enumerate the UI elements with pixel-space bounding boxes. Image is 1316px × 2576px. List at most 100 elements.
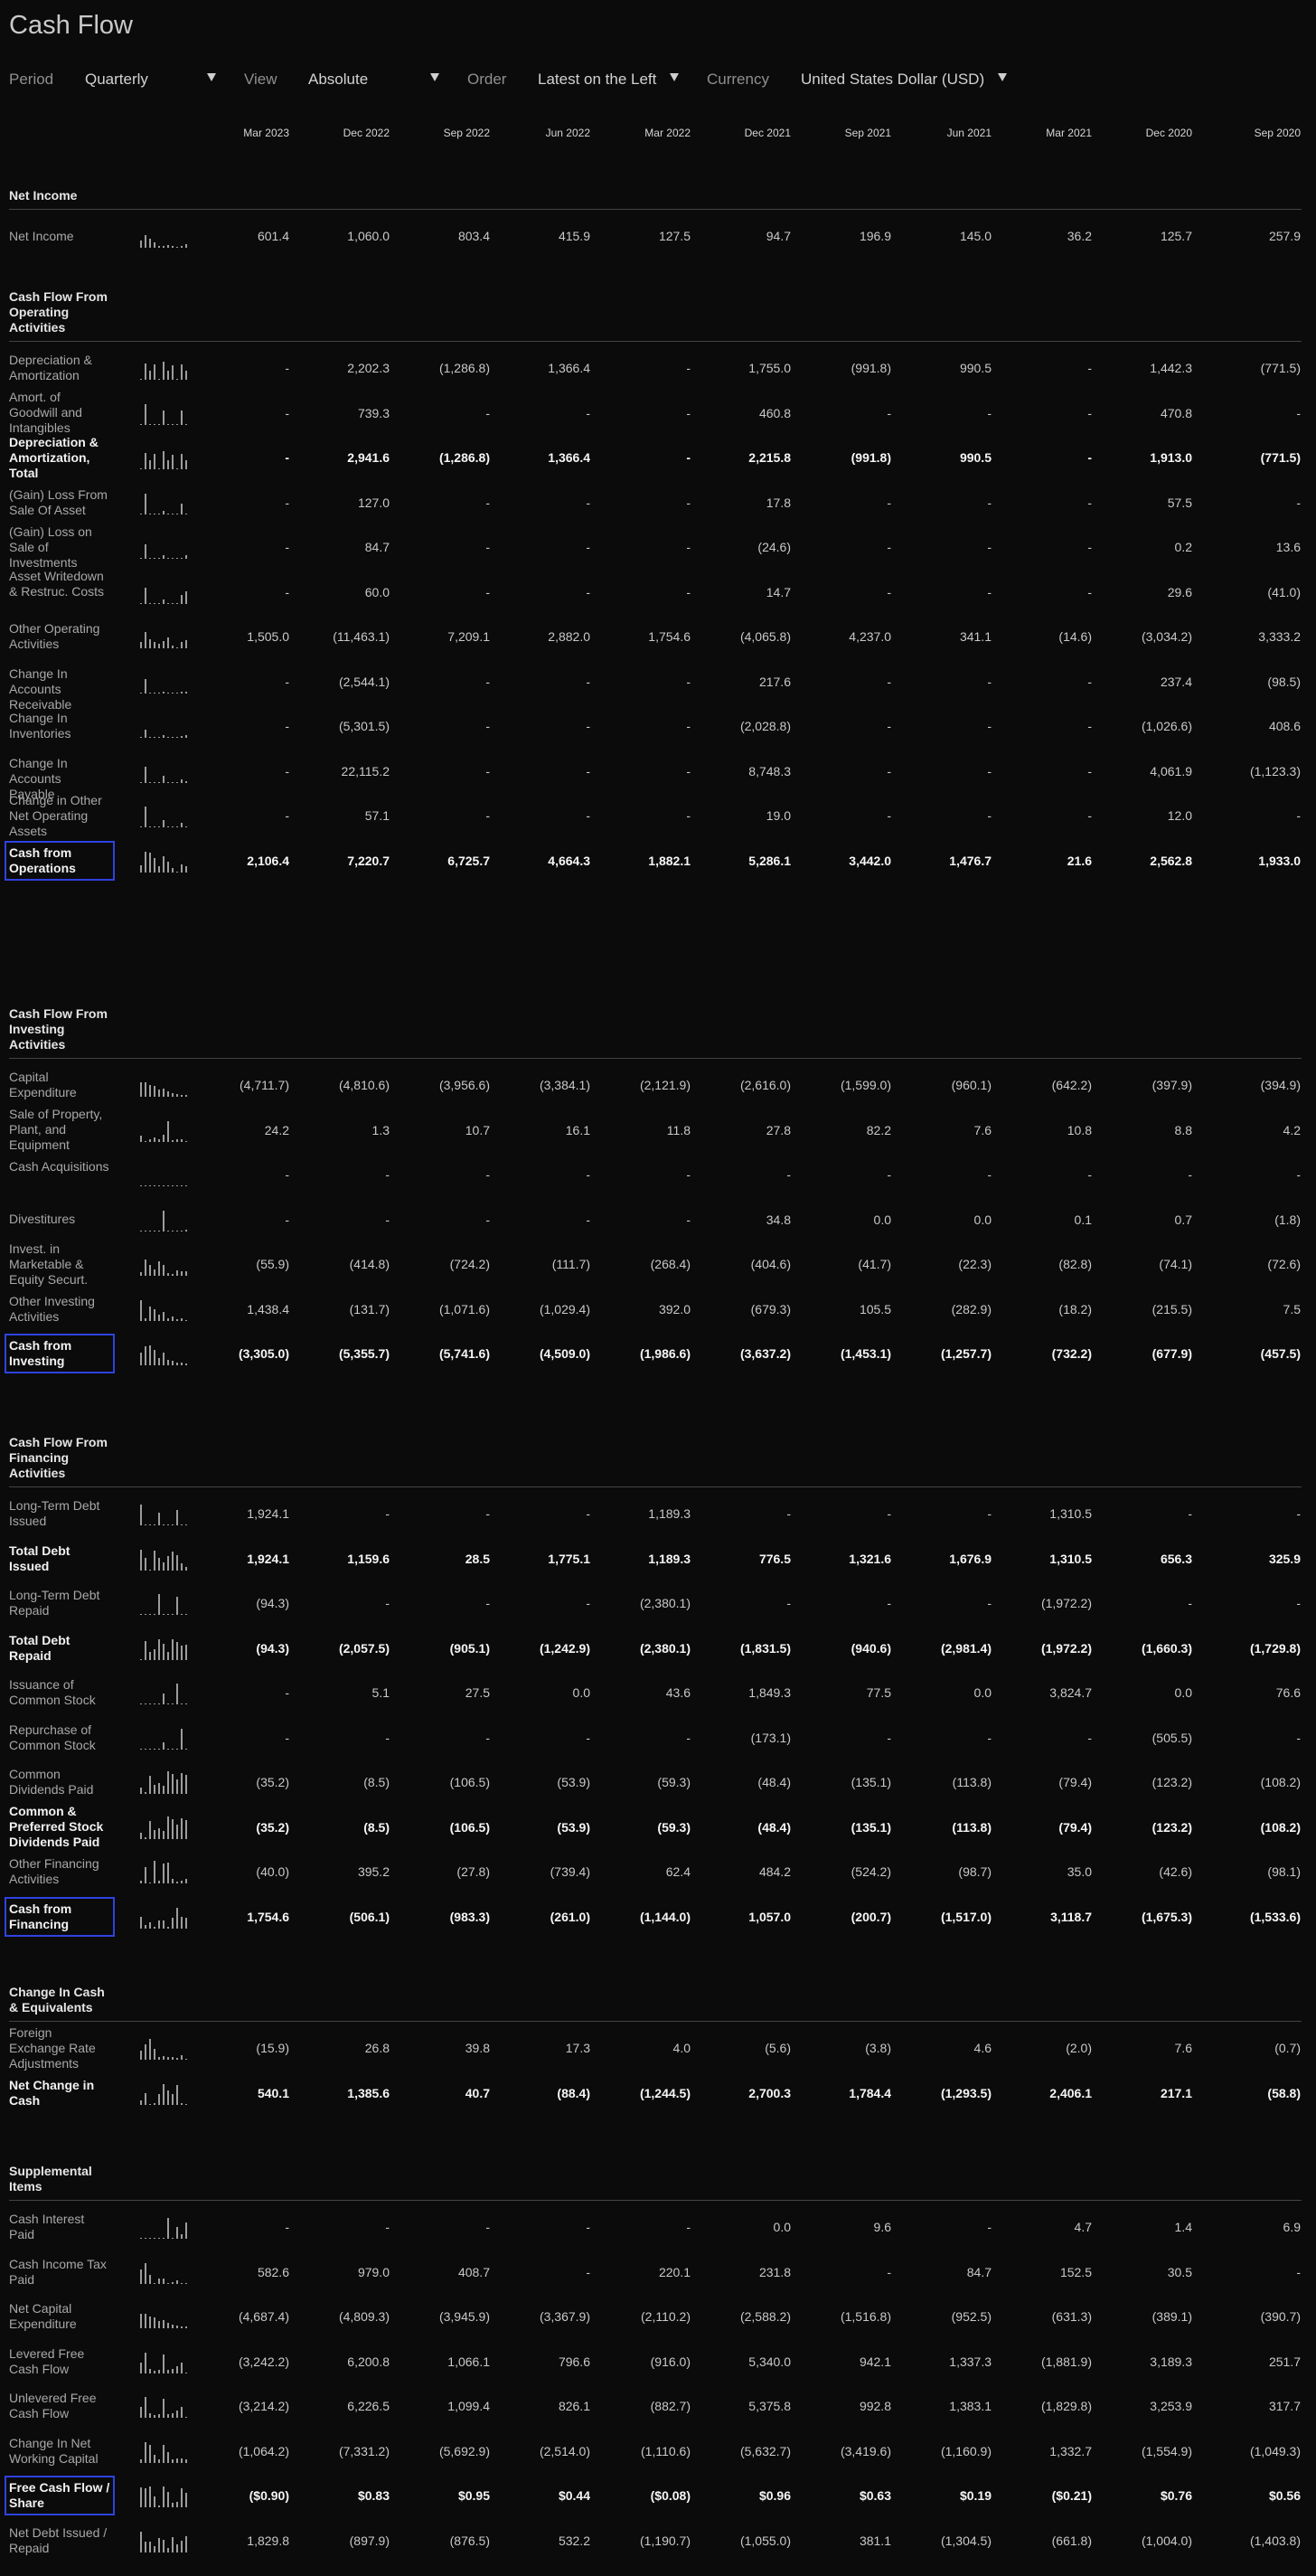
column-header: Jun 2021: [946, 127, 992, 139]
value-cell: -: [887, 405, 891, 420]
sparkline-bar: [149, 1138, 151, 1142]
sparkline-bar: [158, 1513, 160, 1525]
sparkline-bar: [158, 1594, 160, 1615]
column-header: Sep 2020: [1254, 127, 1301, 139]
sparkline-bar: [181, 2458, 183, 2463]
row-label[interactable]: Net Capital Expenditure: [9, 2301, 77, 2331]
value-cell: (991.8): [851, 361, 891, 375]
order-dropdown[interactable]: Latest on the Left: [538, 71, 657, 88]
value-cell: 1,829.8: [247, 2533, 289, 2548]
sparkline-bar: [172, 1274, 174, 1276]
row-label[interactable]: Cash Income Tax Paid: [9, 2256, 107, 2287]
row-label[interactable]: Divestitures: [9, 1212, 76, 1226]
row-label[interactable]: Total Debt Issued: [9, 1543, 70, 1573]
row-label[interactable]: (Gain) Loss From Sale Of Asset: [9, 486, 108, 517]
column-header: Sep 2021: [844, 127, 891, 139]
sparkline-bar: [145, 1614, 146, 1615]
row-label[interactable]: Invest. in Marketable & Equity Securt.: [9, 1241, 89, 1287]
value-cell: (5,301.5): [338, 719, 390, 733]
row-label[interactable]: Cash from Operations: [5, 840, 115, 881]
sparkline-bar: [185, 1271, 187, 1276]
sparkline-bar: [154, 242, 155, 248]
sparkline-bar: [163, 555, 164, 559]
value-cell: (55.9): [256, 1257, 289, 1271]
row-label[interactable]: Depreciation & Amortization: [9, 353, 92, 382]
row-label[interactable]: Free Cash Flow / Share: [5, 2476, 115, 2515]
value-cell: -: [1296, 1730, 1301, 1745]
row-label[interactable]: Change in Other Net Operating Assets: [9, 792, 102, 838]
row-label[interactable]: Asset Writedown & Restruc. Costs: [9, 569, 105, 599]
row-label[interactable]: Total Debt Repaid: [9, 1632, 70, 1663]
view-chevron-down-icon[interactable]: [430, 73, 439, 81]
row-label[interactable]: Net Change in Cash: [9, 2077, 95, 2108]
row-label[interactable]: Other Operating Activities: [9, 621, 100, 651]
row-label[interactable]: Cash Interest Paid: [9, 2212, 85, 2241]
row-label[interactable]: Long-Term Debt Issued: [9, 1498, 100, 1528]
currency-chevron-down-icon[interactable]: [998, 73, 1007, 81]
row-label[interactable]: Unlevered Free Cash Flow: [9, 2391, 97, 2420]
value-cell: 1,321.6: [849, 1551, 891, 1566]
row-label[interactable]: Issuance of Common Stock: [9, 1677, 96, 1707]
value-cell: -: [987, 584, 992, 599]
value-cell: -: [686, 1730, 691, 1745]
order-chevron-down-icon[interactable]: [670, 73, 679, 81]
sparkline-bar: [176, 1684, 178, 1704]
sparkline-bar: [158, 2238, 160, 2239]
value-cell: -: [987, 763, 992, 778]
row-label[interactable]: Other Financing Activities: [9, 1856, 99, 1886]
sparkline-bar: [154, 857, 155, 873]
row-label[interactable]: Change In Accounts Receivable: [9, 665, 72, 712]
row-label[interactable]: Net Income: [9, 228, 74, 243]
sparkline-bar: [185, 1140, 187, 1142]
sparkline-bar: [149, 1524, 151, 1525]
sparkline-bar: [172, 602, 174, 604]
row-label[interactable]: Sale of Property, Plant, and Equipment: [9, 1107, 103, 1152]
row-label[interactable]: Foreign Exchange Rate Adjustments: [9, 2024, 96, 2071]
sparkline-bar: [149, 1614, 151, 1615]
row-label[interactable]: Cash from Investing: [5, 1334, 115, 1373]
row-label[interactable]: Levered Free Cash Flow: [9, 2345, 85, 2376]
value-cell: -: [686, 584, 691, 599]
sparkline-bar: [154, 2102, 155, 2105]
row-label[interactable]: Change In Inventories: [9, 711, 71, 741]
row-label[interactable]: (Gain) Loss on Sale of Investments: [9, 524, 92, 570]
row-label[interactable]: Amort. of Goodwill and Intangibles: [9, 390, 82, 435]
value-cell: (389.1): [1152, 2309, 1192, 2324]
row-label[interactable]: Common & Preferred Stock Dividends Paid: [9, 1804, 104, 1849]
row-label[interactable]: Cash Acquisitions: [9, 1159, 109, 1174]
row-label[interactable]: Change In Net Working Capital: [9, 2435, 99, 2466]
sparkline-bar: [185, 1319, 187, 1321]
row-label[interactable]: Change In Accounts Payable: [9, 755, 68, 801]
value-cell: 3,118.7: [1050, 1909, 1092, 1924]
row-label[interactable]: Cash from Financing: [5, 1896, 115, 1937]
value-cell: (135.1): [851, 1819, 891, 1835]
period-dropdown[interactable]: Quarterly: [85, 71, 148, 88]
value-cell: -: [1087, 584, 1092, 599]
row-label[interactable]: Capital Expenditure: [9, 1070, 77, 1099]
order-label: Order: [467, 71, 507, 88]
sparkline-bar: [163, 775, 164, 783]
sparkline-bar: [185, 423, 187, 425]
sparkline-bar: [149, 1921, 151, 1929]
sparkline-bar: [167, 1863, 169, 1883]
value-cell: (1,190.7): [639, 2533, 691, 2548]
row-label[interactable]: Long-Term Debt Repaid: [9, 1588, 100, 1618]
row-label[interactable]: Net Debt Issued / Repaid: [9, 2524, 108, 2555]
value-cell: -: [887, 1167, 891, 1182]
sparkline-bar: [172, 1703, 174, 1704]
row-label[interactable]: Repurchase of Common Stock: [9, 1722, 96, 1752]
sparkline-bar: [149, 239, 151, 248]
value-cell: 8,748.3: [748, 763, 791, 778]
row-label[interactable]: Common Dividends Paid: [9, 1767, 94, 1797]
value-cell: (5.6): [765, 2041, 791, 2055]
row-label[interactable]: Other Investing Activities: [9, 1293, 95, 1324]
value-cell: (2,514.0): [539, 2443, 590, 2458]
row-label[interactable]: Depreciation & Amortization, Total: [9, 434, 99, 480]
period-chevron-down-icon[interactable]: [207, 73, 216, 81]
value-cell: 1,332.7: [1049, 2443, 1092, 2458]
sparkline-bar: [181, 1728, 183, 1750]
currency-dropdown[interactable]: United States Dollar (USD): [801, 71, 985, 88]
value-cell: 16.1: [565, 1122, 590, 1137]
value-cell: (631.3): [1051, 2309, 1092, 2324]
view-dropdown[interactable]: Absolute: [308, 71, 369, 88]
